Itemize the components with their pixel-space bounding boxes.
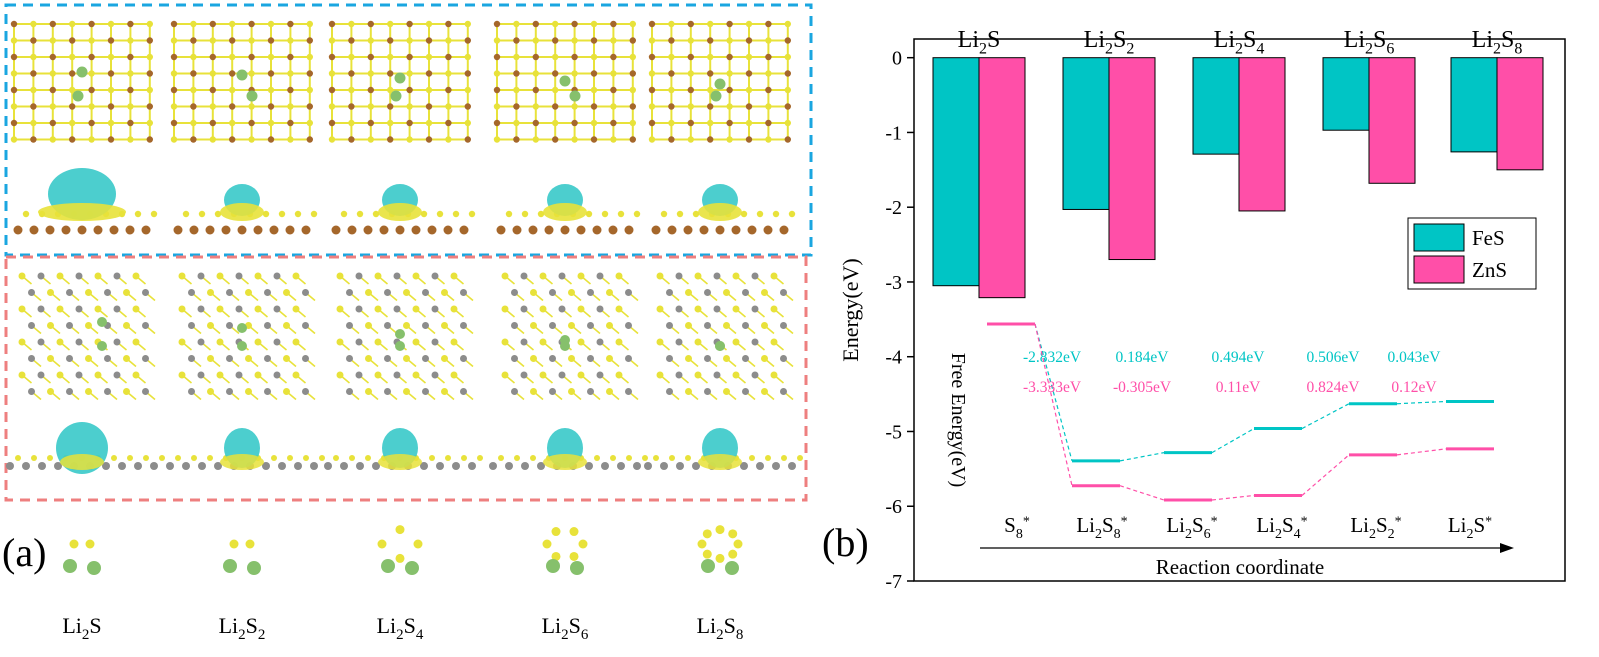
molecule-model [377,525,423,575]
reaction-step-label: Li2S* [1448,513,1492,542]
category-labels: Li2S Li2S2 Li2S4 Li2S6 Li2S8 [958,27,1523,58]
structure-atoms [6,20,803,575]
panel-b-label: (b) [822,520,869,565]
y-tick-label: -7 [885,571,902,593]
free-energy-inset: Free Energy(eV) -2.832eV 0.184eV 0.494eV 0.5… [947,322,1514,579]
step-energy-label: -0.305eV [1113,379,1172,396]
zns-side-view [324,428,483,470]
bar-zns [1368,57,1416,184]
zns-side-view [6,422,165,474]
y-tick-label: -2 [885,197,902,219]
zns-side-view [644,428,803,470]
transition-line [1301,403,1350,430]
species-label: Li2S8 [697,613,744,643]
inset-title: Free Energy(eV) [947,353,969,488]
y-tick-label: -3 [885,272,902,294]
y-tick-label: -1 [885,122,902,144]
legend: FeS ZnS [1407,217,1537,290]
step-energy-label: -2.832eV [1023,349,1082,366]
fes-side-view [331,184,476,235]
bar-zns [1108,57,1156,261]
bar-zns [1496,57,1544,171]
zns-top-view [336,272,474,401]
category-label: Li2S4 [1214,27,1265,58]
legend-swatch [1413,223,1465,252]
fes-top-view [493,20,636,143]
y-tick-label: -4 [885,347,902,369]
molecule-model [542,527,588,575]
y-tick-label: 0 [892,48,902,70]
bar-zns [978,57,1026,299]
zns-side-view [166,428,325,470]
step-energy-label: 0.824eV [1307,379,1361,396]
species-label: Li2S [62,613,101,643]
fes-top-view [10,20,153,143]
x-axis-label: Reaction coordinate [1156,555,1325,579]
step-energy-label: 0.12eV [1391,379,1437,396]
zns-top-view [501,272,639,401]
species-label: Li2S4 [377,613,424,643]
zns-structures-box [4,255,808,502]
reaction-step-label: Li2S4* [1256,513,1307,542]
transition-line [1119,452,1165,462]
bar-zns [1238,57,1286,212]
category-label: Li2S8 [1472,27,1523,58]
transition-line [1211,494,1255,501]
transition-line [1211,428,1255,454]
panel-a-label: (a) [2,530,46,575]
step-energy-label: 0.506eV [1307,349,1361,366]
panel-a: (a) Li2S Li2S2 Li2S4 Li2S6 Li2S8 [2,3,813,643]
category-label: Li2S6 [1344,27,1395,58]
molecule-model [63,539,101,575]
plot-frame [913,38,1566,582]
fes-side-view [13,168,158,235]
step-energy-label: 0.11eV [1216,379,1261,396]
zns-side-view [489,428,648,470]
legend-swatch [1413,255,1465,284]
category-label: Li2S2 [1084,27,1135,58]
fes-side-view [496,184,641,235]
zns-top-view [178,272,316,401]
transition-line [1119,485,1165,501]
category-label: Li2S [958,27,1001,58]
fes-side-view [651,184,796,235]
bar-fes [1062,57,1110,210]
fes-top-view [170,20,313,143]
transition-line [1396,400,1447,405]
fes-side-view [173,184,318,235]
reaction-step-label: Li2S2* [1350,513,1401,542]
bar-fes [1192,57,1240,155]
transition-line [1396,448,1447,456]
step-energy-label: 0.494eV [1212,349,1266,366]
y-tick-label: -6 [885,496,902,518]
bar-series [932,57,1544,299]
y-tick-label: -5 [885,421,902,443]
zns-top-view [656,272,794,401]
transition-line [1034,323,1073,462]
zns-top-view [18,272,156,401]
bar-fes [1322,57,1370,131]
species-label: Li2S2 [219,613,266,643]
molecule-model [697,525,743,575]
arrow-head [1500,543,1514,553]
reaction-step-label: S8* [1004,513,1030,542]
bar-fes [932,57,980,287]
step-energy-label: 0.184eV [1116,349,1170,366]
panel-b-chart: (b) 0 -1 -2 -3 -4 -5 -6 -7 Energy(eV) Li2S Li2S2… [822,27,1566,593]
species-labels: Li2S Li2S2 Li2S4 Li2S6 Li2S8 [62,613,743,643]
y-axis: 0 -1 -2 -3 -4 -5 -6 -7 [885,48,914,593]
step-energy-label: 0.043eV [1388,349,1442,366]
species-label: Li2S6 [542,613,589,643]
step-energy-label: -3.333eV [1023,379,1082,396]
reaction-step-label: Li2S8* [1076,513,1127,542]
reaction-step-label: Li2S6* [1166,513,1217,542]
y-axis-label: Energy(eV) [838,258,863,361]
bar-fes [1450,57,1498,153]
fes-top-view [648,20,791,143]
legend-label: FeS [1472,226,1505,250]
legend-label: ZnS [1472,258,1507,282]
transition-line [1301,454,1350,496]
fes-top-view [328,20,471,143]
molecule-model [223,539,261,575]
